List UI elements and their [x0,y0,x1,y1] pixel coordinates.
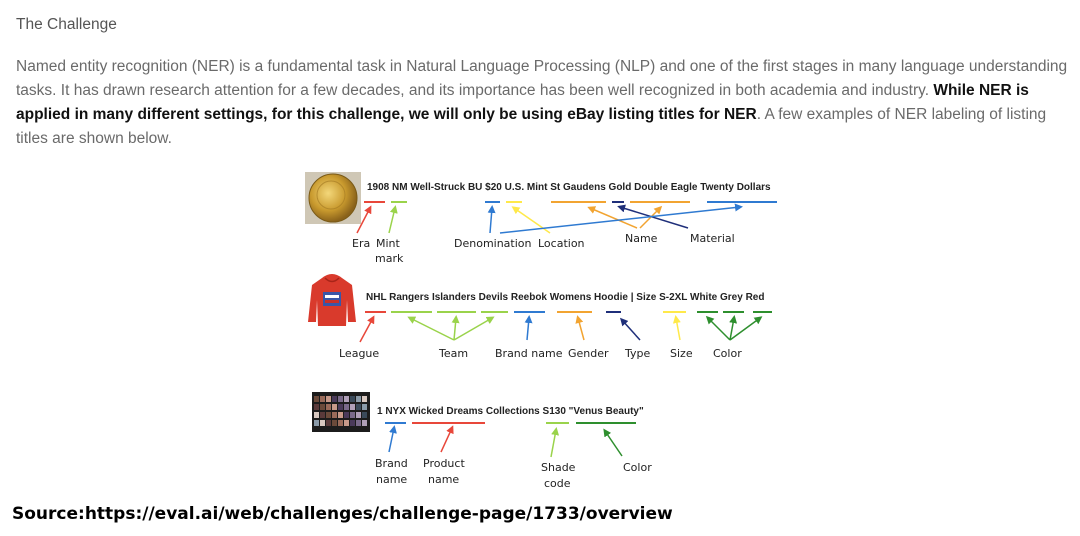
palette-swatch [320,412,325,418]
palette-swatch [356,404,361,410]
paragraph-bold-text: While NER is applied in many different s… [16,82,1029,123]
label-shade: Shade [541,461,576,474]
red-hoodie-image [308,274,356,326]
label-era: Era [352,237,370,250]
section-heading: The Challenge [16,16,117,33]
example-2: NHL Rangers Islanders Devils Reebok Wome… [308,274,772,360]
palette-swatch [350,412,355,418]
eyeshadow-palette-image [312,392,370,432]
entity-arrows-2 [359,315,763,343]
example-1: 1908 NM Well-Struck BU $20 U.S. Mint St … [305,172,777,265]
label-team: Team [438,347,468,360]
source-citation: Source:https://eval.ai/web/challenges/ch… [12,504,673,524]
palette-swatch [326,396,331,402]
label-product: Product [423,457,465,470]
palette-swatch [350,396,355,402]
example-3: 1 NYX Wicked Dreams Collections S130 "Ve… [312,392,652,490]
palette-swatch [326,420,331,426]
label-denomination: Denomination [454,237,532,250]
paragraph-text-end: . A few examples of NER labeling of list… [16,106,1047,147]
label-brand: Brand [375,457,408,470]
palette-swatch [338,396,343,402]
listing-title-2: NHL Rangers Islanders Devils Reebok Wome… [366,292,764,303]
label-gender: Gender [568,347,609,360]
label-name: Name [625,232,658,245]
palette-swatch [362,412,367,418]
label-material: Material [690,232,735,245]
palette-swatch [344,412,349,418]
label-league: League [339,347,379,360]
palette-swatch [326,404,331,410]
palette-swatch [332,412,337,418]
palette-swatch [326,412,331,418]
palette-swatch [350,404,355,410]
label-type: Type [624,347,650,360]
palette-swatch [356,396,361,402]
label-size: Size [670,347,693,360]
palette-swatch [362,396,367,402]
palette-swatch [362,420,367,426]
palette-swatch [344,420,349,426]
palette-swatch [356,420,361,426]
entity-arrows-3 [388,425,623,458]
palette-swatch [314,412,319,418]
palette-swatch [314,404,319,410]
listing-title-3: 1 NYX Wicked Dreams Collections S130 "Ve… [377,406,644,417]
label-shade-code: code [544,477,571,490]
palette-swatch [350,420,355,426]
listing-title-1: 1908 NM Well-Struck BU $20 U.S. Mint St … [367,182,771,193]
palette-swatch [320,420,325,426]
label-product-name: name [428,473,459,486]
paragraph-text: Named entity recognition (NER) is a fund… [16,58,1068,99]
intro-paragraph: Named entity recognition (NER) is a fund… [16,55,1076,151]
palette-swatch [344,396,349,402]
palette-swatch [338,420,343,426]
palette-swatch [320,404,325,410]
label-mint: Mint [376,237,401,250]
palette-swatch [332,396,337,402]
palette-swatch [338,412,343,418]
palette-swatch [332,420,337,426]
palette-swatch [356,412,361,418]
label-location: Location [538,237,585,250]
label-mark: mark [375,252,404,265]
palette-swatch [332,404,337,410]
label-color-3: Color [623,461,652,474]
gold-coin-image [305,172,361,224]
palette-swatch [344,404,349,410]
palette-swatch [338,404,343,410]
label-brand-name: Brand name [495,347,563,360]
palette-swatch [314,420,319,426]
palette-swatch [362,404,367,410]
entity-arrows-1 [356,203,743,234]
palette-swatch [314,396,319,402]
palette-swatch [320,396,325,402]
label-color: Color [713,347,742,360]
label-brand-name-2: name [376,473,407,486]
